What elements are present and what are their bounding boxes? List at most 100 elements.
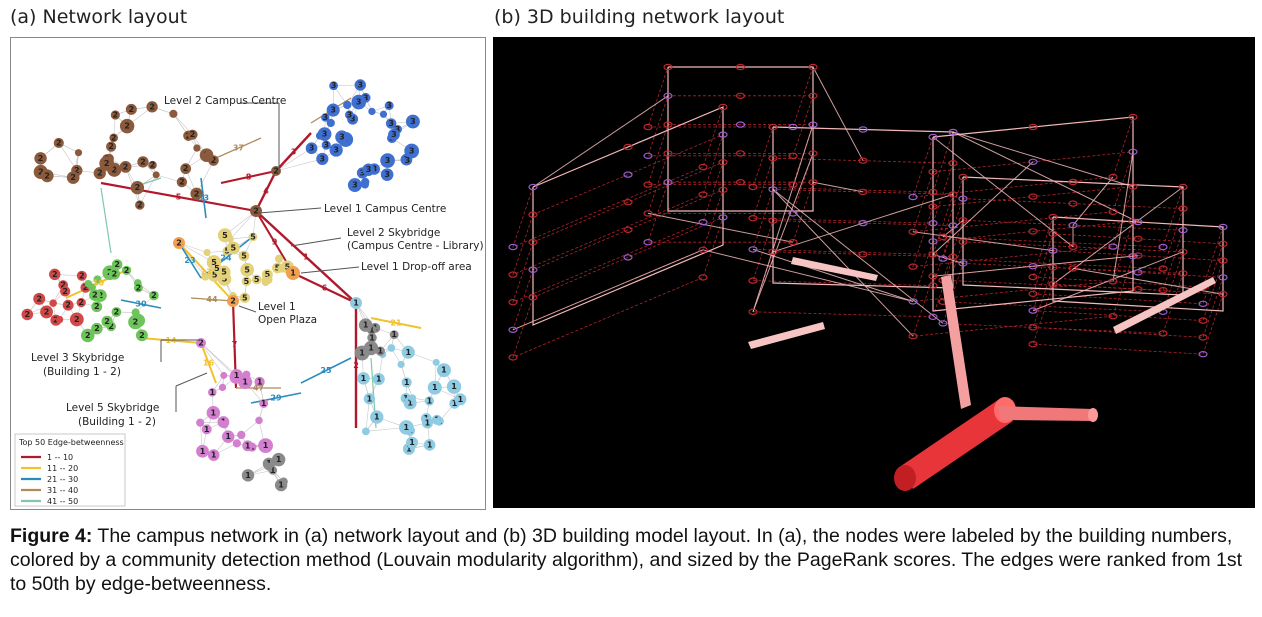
network-node: 2 [133, 283, 143, 292]
network-node: 3 [335, 130, 349, 144]
network-node: 2 [91, 301, 103, 313]
edge-rank-label: 25 [320, 366, 332, 375]
svg-text:2: 2 [104, 317, 110, 326]
network-node: 2 [250, 205, 262, 217]
3d-node [948, 191, 958, 198]
network-node [201, 272, 210, 281]
3d-node [768, 248, 778, 255]
svg-text:3: 3 [388, 119, 394, 128]
edge-rank-label: 10 [93, 279, 105, 288]
svg-text:5: 5 [241, 251, 247, 260]
3d-node [735, 121, 746, 128]
network-node [274, 254, 284, 263]
svg-text:3: 3 [384, 170, 390, 179]
3d-node [858, 219, 868, 227]
svg-text:1: 1 [432, 383, 438, 392]
3d-node [1133, 285, 1143, 293]
3d-node [1108, 173, 1118, 181]
3d-node [1133, 218, 1143, 226]
3d-node [1028, 158, 1038, 166]
legend-item: 1 -- 10 [21, 453, 73, 462]
3d-node [938, 255, 948, 262]
3d-node [643, 210, 653, 217]
network-node: 2 [62, 299, 74, 311]
network-node: 3 [384, 101, 394, 110]
svg-text:2: 2 [139, 331, 145, 340]
svg-text:2: 2 [124, 122, 130, 131]
3d-node [643, 238, 653, 246]
3d-node [808, 63, 818, 71]
svg-text:3: 3 [395, 125, 401, 134]
3d-node [768, 154, 778, 162]
svg-text:1: 1 [263, 441, 269, 450]
svg-text:2: 2 [114, 260, 120, 269]
edge-rank-label: 6 [322, 284, 328, 293]
svg-text:5: 5 [254, 275, 260, 284]
3d-node [1178, 248, 1188, 255]
legend-title: Top 50 Edge-betweenness [18, 438, 124, 447]
network-node: 1 [274, 478, 288, 492]
svg-text:5: 5 [244, 277, 250, 286]
svg-text:3: 3 [323, 113, 329, 122]
network-node: 2 [80, 328, 95, 343]
legend-item: 41 -- 50 [21, 497, 78, 506]
3d-node [623, 171, 633, 178]
edge-rank-label: 29 [270, 394, 282, 403]
3d-node [928, 188, 938, 196]
network-node [152, 171, 160, 179]
edge-rank-label: 47 [253, 384, 264, 393]
svg-text:2: 2 [104, 159, 110, 168]
edge-rank-label: 33 [198, 194, 209, 203]
3d-node [698, 191, 708, 198]
network-node: 1 [206, 406, 221, 420]
network-node: 3 [344, 110, 354, 119]
svg-text:2: 2 [62, 287, 68, 296]
network-node: 2 [173, 237, 185, 249]
3d-node [1128, 252, 1138, 260]
network-node: 1 [446, 379, 462, 394]
network-node: 2 [69, 312, 84, 327]
network-node [368, 107, 376, 116]
network-node: 2 [53, 137, 64, 149]
network-node [237, 430, 246, 440]
network-node: 2 [135, 329, 148, 342]
figure-caption: Figure 4: The campus network in (a) netw… [10, 524, 1256, 596]
network-node: 3 [362, 163, 375, 176]
network-node [74, 149, 83, 157]
3d-node [1028, 228, 1038, 235]
network-node: 2 [149, 290, 159, 301]
caption-label: Figure 4: [10, 525, 93, 547]
edge-rank-label: 23 [184, 256, 195, 265]
svg-text:1: 1 [211, 408, 217, 417]
network-node [326, 118, 335, 128]
3d-node [1028, 273, 1038, 281]
edge-rank-label: 3 [291, 148, 297, 157]
3d-node [1218, 240, 1228, 247]
3d-node [643, 181, 653, 188]
3d-node [735, 178, 746, 186]
svg-text:1: 1 [407, 399, 413, 408]
network-node: 2 [135, 200, 145, 210]
svg-text:2: 2 [211, 156, 217, 165]
network-node: 2 [227, 295, 239, 307]
annotation-skybridge-l5: Level 5 Skybridge [66, 402, 159, 414]
3d-node [1133, 269, 1143, 276]
network-node: 1 [357, 372, 370, 385]
svg-text:1: 1 [209, 388, 215, 397]
svg-text:1: 1 [367, 394, 373, 403]
svg-text:2: 2 [183, 164, 189, 173]
network-node: 3 [388, 128, 400, 141]
svg-text:2: 2 [85, 331, 91, 340]
annotation-plaza-l1-sub: Open Plaza [258, 314, 317, 326]
svg-text:5: 5 [265, 270, 271, 279]
svg-text:2: 2 [112, 269, 118, 278]
3d-node [928, 272, 938, 280]
3d-node [1218, 257, 1228, 264]
network-node: 1 [271, 452, 286, 467]
network-node: 1 [358, 318, 373, 332]
3d-node [1198, 351, 1208, 358]
svg-text:2: 2 [149, 102, 155, 111]
svg-text:3: 3 [347, 110, 353, 119]
svg-text:5: 5 [242, 293, 248, 302]
network-node: 1 [421, 417, 433, 429]
